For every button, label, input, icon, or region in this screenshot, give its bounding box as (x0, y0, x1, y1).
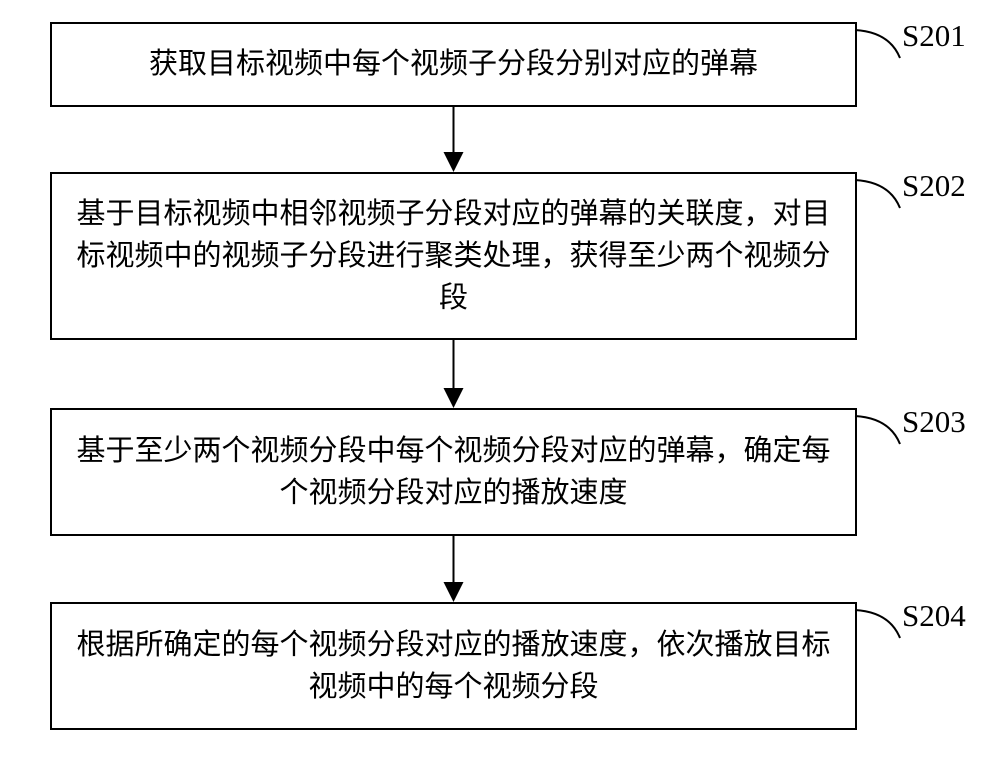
flowchart-node-s202: 基于目标视频中相邻视频子分段对应的弹幕的关联度，对目标视频中的视频子分段进行聚类… (50, 172, 857, 340)
flowchart-node-s204: 根据所确定的每个视频分段对应的播放速度，依次播放目标视频中的每个视频分段 (50, 602, 857, 730)
flowchart-node-text: 获取目标视频中每个视频子分段分别对应的弹幕 (149, 43, 758, 85)
flowchart-node-text: 基于至少两个视频分段中每个视频分段对应的弹幕，确定每个视频分段对应的播放速度 (76, 430, 831, 514)
flowchart-canvas: 获取目标视频中每个视频子分段分别对应的弹幕 S201 基于目标视频中相邻视频子分段对… (0, 0, 1000, 779)
flowchart-node-text: 基于目标视频中相邻视频子分段对应的弹幕的关联度，对目标视频中的视频子分段进行聚类… (76, 193, 831, 319)
flowchart-step-label-s202: S202 (902, 168, 966, 204)
flowchart-step-label-s204: S204 (902, 598, 966, 634)
flowchart-node-s203: 基于至少两个视频分段中每个视频分段对应的弹幕，确定每个视频分段对应的播放速度 (50, 408, 857, 536)
flowchart-step-label-s203: S203 (902, 404, 966, 440)
flowchart-node-s201: 获取目标视频中每个视频子分段分别对应的弹幕 (50, 22, 857, 107)
flowchart-node-text: 根据所确定的每个视频分段对应的播放速度，依次播放目标视频中的每个视频分段 (76, 624, 831, 708)
flowchart-step-label-s201: S201 (902, 18, 966, 54)
